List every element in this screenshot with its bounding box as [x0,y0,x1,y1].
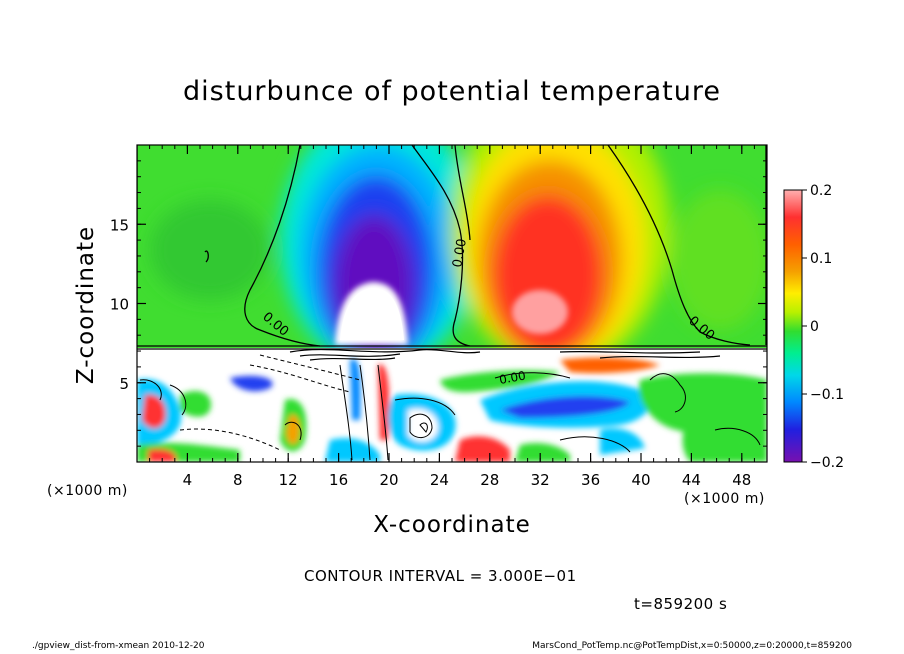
x-tick-label: 44 [682,471,701,489]
footer-left: ./gpview_dist-from-xmean 2010-12-20 [32,641,205,651]
y-axis-label: Z-coordinate [73,225,99,385]
contour-interval: CONTOUR INTERVAL = 3.000E−01 [304,567,577,585]
interface-band [137,345,767,361]
colorbar-tick-label: −0.2 [810,455,844,471]
footer-right: MarsCond_PotTemp.nc@PotTempDist,x=0:5000… [532,641,852,651]
y-tick-label: 15 [110,216,129,234]
colorbar-tick-label: 0.1 [810,251,832,267]
colorbar-axis: 0.2 0.1 0 −0.1 −0.2 [802,183,844,471]
warm-core [512,290,568,334]
x-tick-label: 12 [279,471,298,489]
x-axis: 4 8 12 16 20 24 28 32 36 40 44 48 [149,145,755,489]
colorbar-fill [784,190,802,462]
x-tick-label: 28 [480,471,499,489]
lower-contours [139,354,761,461]
time-label: t=859200 s [634,595,728,613]
x-tick-label: 40 [631,471,650,489]
y-tick-label: 10 [110,296,129,314]
x-tick-label: 48 [732,471,751,489]
x-tick-label: 36 [581,471,600,489]
chart-title: disturbunce of potential temperature [183,76,721,107]
x-unit-left: (×1000 m) [47,483,128,499]
colorbar-tick-label: −0.1 [810,387,844,403]
y-axis: 5 10 15 [110,160,767,447]
colorbar-tick-label: 0.2 [810,183,832,199]
x-tick-label: 4 [183,471,193,489]
heatmap-field [137,145,767,462]
x-unit-right: (×1000 m) [684,491,765,507]
contour-label-1: 0.00 [450,238,470,269]
colorbar-tick-label: 0 [810,319,819,335]
x-tick-label: 16 [329,471,348,489]
y-tick-label: 5 [119,375,129,393]
x-tick-label: 8 [233,471,243,489]
contour-lines [137,145,767,347]
x-tick-label: 32 [531,471,550,489]
contour-label-4: 0.00 [498,369,527,387]
x-tick-label: 24 [430,471,449,489]
x-axis-label: X-coordinate [373,512,531,538]
x-tick-label: 20 [379,471,398,489]
